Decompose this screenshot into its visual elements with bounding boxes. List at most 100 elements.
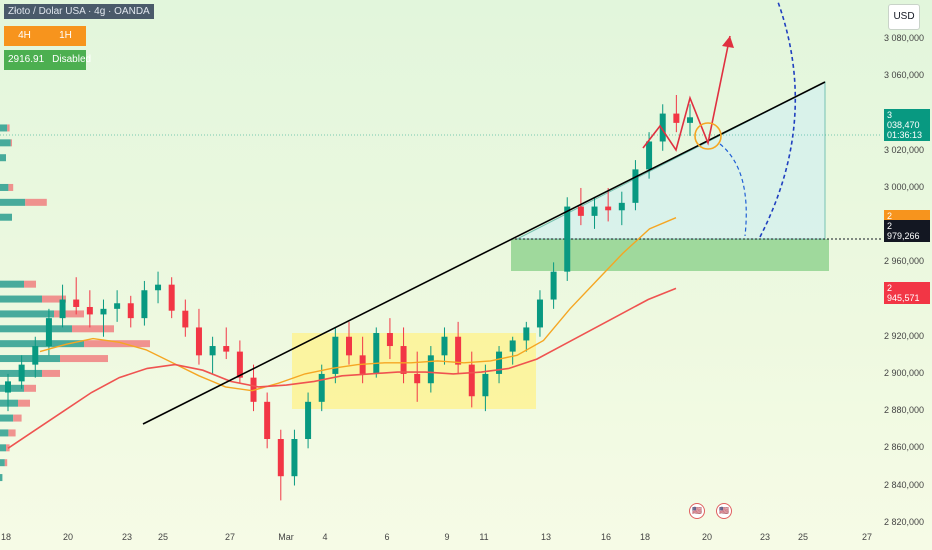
y-tick-label: 2 860,000	[883, 442, 924, 453]
candle-body	[264, 401, 271, 440]
x-tick-label: 9	[444, 532, 450, 542]
candle-body	[687, 117, 693, 123]
y-tick-label: 2 880,000	[883, 405, 924, 416]
candle-body	[482, 373, 489, 397]
support-zone	[511, 239, 829, 271]
volume-profile-buy-bar	[0, 474, 3, 482]
candle-body	[223, 346, 230, 352]
ema-fast-line	[39, 217, 677, 392]
candlestick-series	[5, 94, 693, 501]
volume-profile-buy-bar	[0, 325, 72, 333]
timeframe-box[interactable]: 4H 1H	[4, 26, 86, 46]
volume-profile-buy-bar	[0, 280, 24, 288]
volume-profile-buy-bar	[0, 384, 24, 392]
candle-body	[100, 308, 107, 315]
volume-profile-buy-bar	[0, 310, 54, 318]
volume-profile-sell-bar	[7, 124, 10, 132]
ema-slow-line	[7, 287, 677, 449]
candle-body	[400, 346, 407, 374]
candle-body	[427, 355, 434, 384]
volume-profile-sell-bar	[54, 310, 84, 318]
candle-body	[414, 373, 421, 384]
volume-profile-buy-bar	[0, 183, 9, 191]
price-tag-timer: 01:36:13	[887, 130, 923, 141]
pullback-arrow	[719, 143, 747, 237]
volume-profile-buy-bar	[0, 444, 6, 452]
y-tick-label: 3 000,000	[883, 181, 924, 192]
candle-body	[114, 303, 121, 309]
price-tag: 2 945,571	[884, 282, 930, 305]
x-tick-label: 4	[322, 532, 328, 542]
volume-profile-sell-bar	[13, 414, 22, 422]
volume-profile-sell-bar	[24, 384, 36, 392]
candle-body	[550, 271, 557, 300]
x-tick-label: 13	[540, 532, 552, 542]
trendline	[142, 81, 826, 425]
projection-arrowhead	[722, 36, 734, 48]
candle-body	[659, 113, 666, 142]
volume-profile-sell-bar	[84, 340, 150, 348]
volume-profile-buy-bar	[0, 139, 11, 147]
indicator-price: 2916.91	[8, 54, 45, 65]
candle-body	[373, 333, 380, 374]
volume-profile-sell-bar	[72, 325, 114, 333]
candle-body	[509, 340, 516, 352]
candle-body	[673, 113, 680, 123]
x-tick-label: 27	[861, 532, 873, 542]
candle-body	[168, 284, 175, 311]
candle-body	[291, 439, 298, 477]
candle-body	[182, 310, 189, 328]
us-flag-icon[interactable]: 🇺🇸	[689, 503, 705, 519]
volume-profile-buy-bar	[0, 459, 5, 467]
x-tick-label: 20	[62, 532, 74, 542]
volume-profile-sell-bar	[18, 399, 30, 407]
candle-body	[277, 439, 284, 477]
x-tick-label: 20	[701, 532, 713, 542]
candle-body	[318, 373, 325, 402]
timeframe-4h[interactable]: 4H	[18, 30, 31, 41]
price-tag: 2 979,266	[884, 219, 930, 242]
candle-body	[564, 206, 571, 272]
volume-profile-buy-bar	[0, 399, 18, 407]
y-tick-label: 3 060,000	[883, 70, 924, 81]
volume-profile-sell-bar	[42, 369, 60, 377]
volume-profile-buy-bar	[0, 355, 60, 363]
x-tick-label: 25	[797, 532, 809, 542]
price-tag: 3 038,470 01:36:13	[884, 109, 930, 142]
candle-body	[455, 336, 462, 365]
candle-body	[646, 141, 653, 170]
candle-body	[155, 284, 162, 291]
y-tick-label: 2 900,000	[883, 367, 924, 378]
candle-body	[195, 327, 202, 356]
candle-body	[45, 318, 52, 347]
y-axis[interactable]: 3 080,000 3 060,000 3 020,000 3 000,000 2 96…	[882, 0, 932, 550]
candle-body	[59, 299, 66, 319]
currency-button[interactable]: USD	[888, 4, 920, 30]
indicator-status-box[interactable]: 2916.91 Disabled	[4, 50, 91, 70]
volume-profile-sell-bar	[25, 198, 47, 206]
candle-body	[536, 299, 543, 328]
candle-body	[209, 346, 216, 356]
x-tick-label: 18	[639, 532, 651, 542]
rebound-arrow	[759, 1, 797, 238]
volume-profile-sell-bar	[60, 355, 108, 363]
retest-circle	[694, 122, 722, 150]
volume-profile-sell-bar	[24, 280, 36, 288]
volume-profile-sell-bar	[10, 139, 12, 147]
candle-body	[346, 336, 352, 356]
candle-body	[127, 303, 134, 319]
y-tick-label: 2 920,000	[883, 330, 924, 341]
timeframe-1h[interactable]: 1H	[59, 30, 72, 41]
volume-profile-sell-bar	[4, 459, 8, 467]
symbol-title[interactable]: Złoto / Dolar USA · 4g · OANDA	[4, 4, 154, 19]
y-tick-label: 2 840,000	[883, 479, 924, 490]
y-tick-label: 2 960,000	[883, 256, 924, 267]
x-tick-label: 11	[479, 532, 489, 542]
candle-body	[86, 306, 93, 315]
candle-body	[577, 206, 584, 216]
y-tick-label: 2 820,000	[883, 516, 924, 527]
x-tick-label: 23	[759, 532, 771, 542]
projection-path	[642, 35, 731, 152]
us-flag-icon[interactable]: 🇺🇸	[716, 503, 732, 519]
